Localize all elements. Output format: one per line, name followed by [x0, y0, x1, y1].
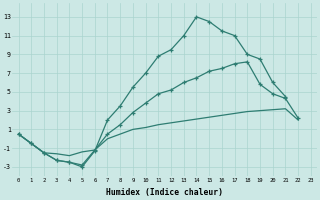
- X-axis label: Humidex (Indice chaleur): Humidex (Indice chaleur): [106, 188, 223, 197]
